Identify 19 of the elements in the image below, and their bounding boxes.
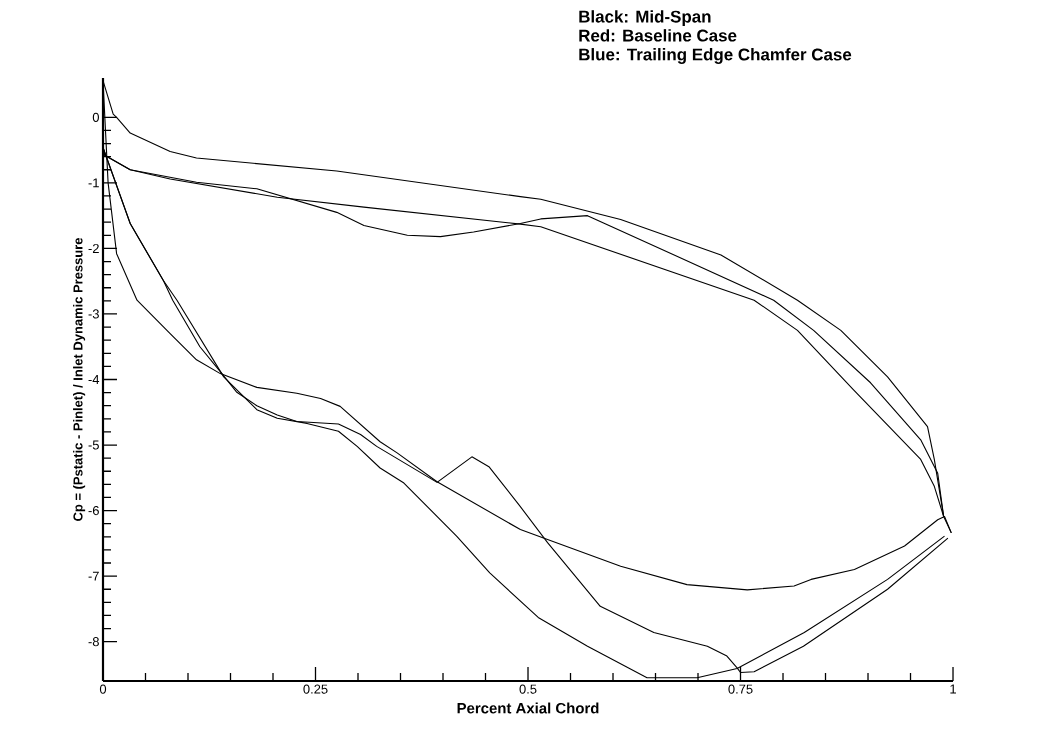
- y-tick-label: -6: [88, 506, 99, 516]
- x-tick-label: 0: [99, 684, 107, 694]
- x-tick-label: 0.75: [728, 684, 753, 694]
- y-tick-label: 0: [92, 112, 99, 122]
- x-tick-label: 1: [950, 684, 956, 694]
- y-tick-label: -1: [88, 178, 99, 188]
- y-tick-label: -5: [88, 440, 99, 450]
- y-tick-label: -3: [88, 309, 99, 319]
- x-axis-title: Percent Axial Chord: [457, 702, 599, 714]
- y-axis-title: Cp = (Pstatic - Pinlet) / Inlet Dynamic Pressure: [73, 237, 86, 521]
- y-tick-label: -2: [88, 243, 99, 253]
- y-tick-label: -4: [88, 375, 100, 384]
- text: Red: Baseline Case: [579, 29, 737, 42]
- y-tick-label: -7: [88, 571, 99, 581]
- text: Blue: Trailing Edge Chamfer Case: [579, 48, 852, 64]
- text: Black: Mid-Span: [579, 10, 711, 26]
- x-tick-label: 0.5: [519, 684, 537, 694]
- x-tick-label: 0.25: [303, 684, 328, 694]
- y-tick-label: -8: [88, 637, 99, 647]
